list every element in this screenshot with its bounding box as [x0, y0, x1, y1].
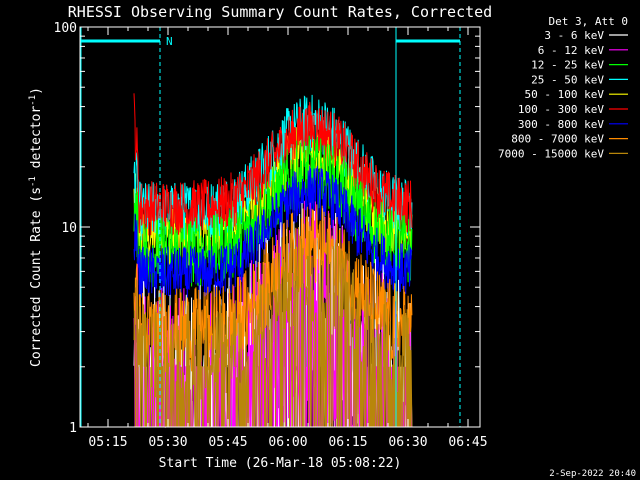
legend-label-8: 7000 - 15000 keV	[498, 147, 604, 160]
x-tick-label-1: 05:30	[148, 435, 187, 450]
x-tick-label-4: 06:15	[328, 435, 367, 450]
legend-label-0: 3 - 6 keV	[544, 29, 604, 42]
series-line-6	[133, 165, 413, 303]
series-line-5	[133, 93, 413, 236]
attenuator-marker-n: N	[166, 35, 173, 48]
legend-label-7: 800 - 7000 keV	[511, 133, 604, 146]
y-tick-label-2: 100	[54, 21, 77, 36]
x-tick-label-2: 05:45	[208, 435, 247, 450]
timestamp: 2-Sep-2022 20:40	[549, 469, 636, 479]
y-label-mid: detector	[29, 106, 44, 177]
legend-label-6: 300 - 800 keV	[518, 118, 604, 131]
legend-label-2: 12 - 25 keV	[531, 59, 604, 72]
x-tick-label-6: 06:45	[448, 435, 487, 450]
attenuator-markers: N	[80, 27, 461, 427]
legend-label-4: 50 - 100 keV	[525, 88, 605, 101]
y-label-sup2: -1	[28, 95, 38, 106]
axis-ticks: 05:15 05:30 05:45 06:00 06:15 06:30 06:45 1 10 10…	[54, 21, 488, 450]
legend-label-5: 100 - 300 keV	[518, 103, 604, 116]
series-line-7	[133, 204, 413, 376]
x-tick-label-0: 05:15	[88, 435, 127, 450]
x-axis-label: Start Time (26-Mar-18 05:08:22)	[159, 456, 402, 471]
legend-title: Det 3, Att 0	[549, 15, 628, 28]
x-tick-label-5: 06:30	[388, 435, 427, 450]
x-tick-label-3: 06:00	[268, 435, 307, 450]
y-tick-label-1: 10	[61, 221, 77, 236]
series-lines	[133, 93, 413, 429]
y-tick-label-0: 1	[69, 421, 77, 436]
y-label-main: Corrected Count Rate (s	[29, 187, 44, 367]
legend: Det 3, Att 0 3 - 6 keV 6 - 12 keV 12 - 25 …	[498, 15, 628, 160]
y-label-sup1: -1	[28, 176, 38, 187]
y-label-end: )	[29, 87, 44, 95]
legend-label-3: 25 - 50 keV	[531, 73, 604, 86]
legend-label-1: 6 - 12 keV	[538, 44, 605, 57]
y-axis-label: Corrected Count Rate (s-1 detector-1)	[28, 87, 44, 367]
chart-title: RHESSI Observing Summary Count Rates, Co…	[68, 3, 492, 21]
